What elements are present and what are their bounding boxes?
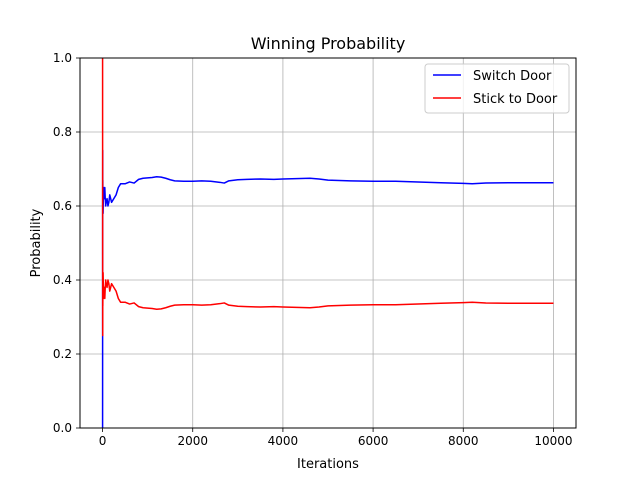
stick-to-door-line — [101, 57, 554, 337]
axis-ticks: 0 2000 4000 6000 8000 10000 0.0 0.2 0.4 0.6 0.8 1.0 — [53, 51, 573, 448]
y-tick-label: 0.0 — [53, 421, 72, 435]
legend-label-stick-to-door: Stick to Door — [473, 92, 558, 107]
switch-door-line — [101, 149, 554, 429]
x-tick-label: 0 — [99, 434, 107, 448]
legend-box — [424, 63, 570, 114]
grid — [80, 57, 576, 429]
legend-label-switch-door: Switch Door — [473, 69, 552, 84]
y-tick-label: 0.4 — [53, 273, 72, 287]
y-tick-label: 1.0 — [53, 51, 72, 65]
chart-title: Winning Probability — [251, 34, 406, 53]
y-tick-label: 0.6 — [53, 199, 72, 213]
x-tick-label: 4000 — [268, 434, 299, 448]
legend: Switch Door Stick to Door — [424, 63, 570, 114]
plot-frame — [79, 57, 577, 429]
y-tick-label: 0.2 — [53, 347, 72, 361]
x-tick-label: 2000 — [177, 434, 208, 448]
x-tick-label: 6000 — [358, 434, 389, 448]
y-tick-label: 0.8 — [53, 125, 72, 139]
x-axis-label: Iterations — [297, 457, 359, 472]
series-lines — [101, 57, 554, 429]
y-axis-label: Probability — [29, 208, 44, 277]
x-tick-label: 8000 — [448, 434, 479, 448]
x-tick-label: 10000 — [534, 434, 572, 448]
